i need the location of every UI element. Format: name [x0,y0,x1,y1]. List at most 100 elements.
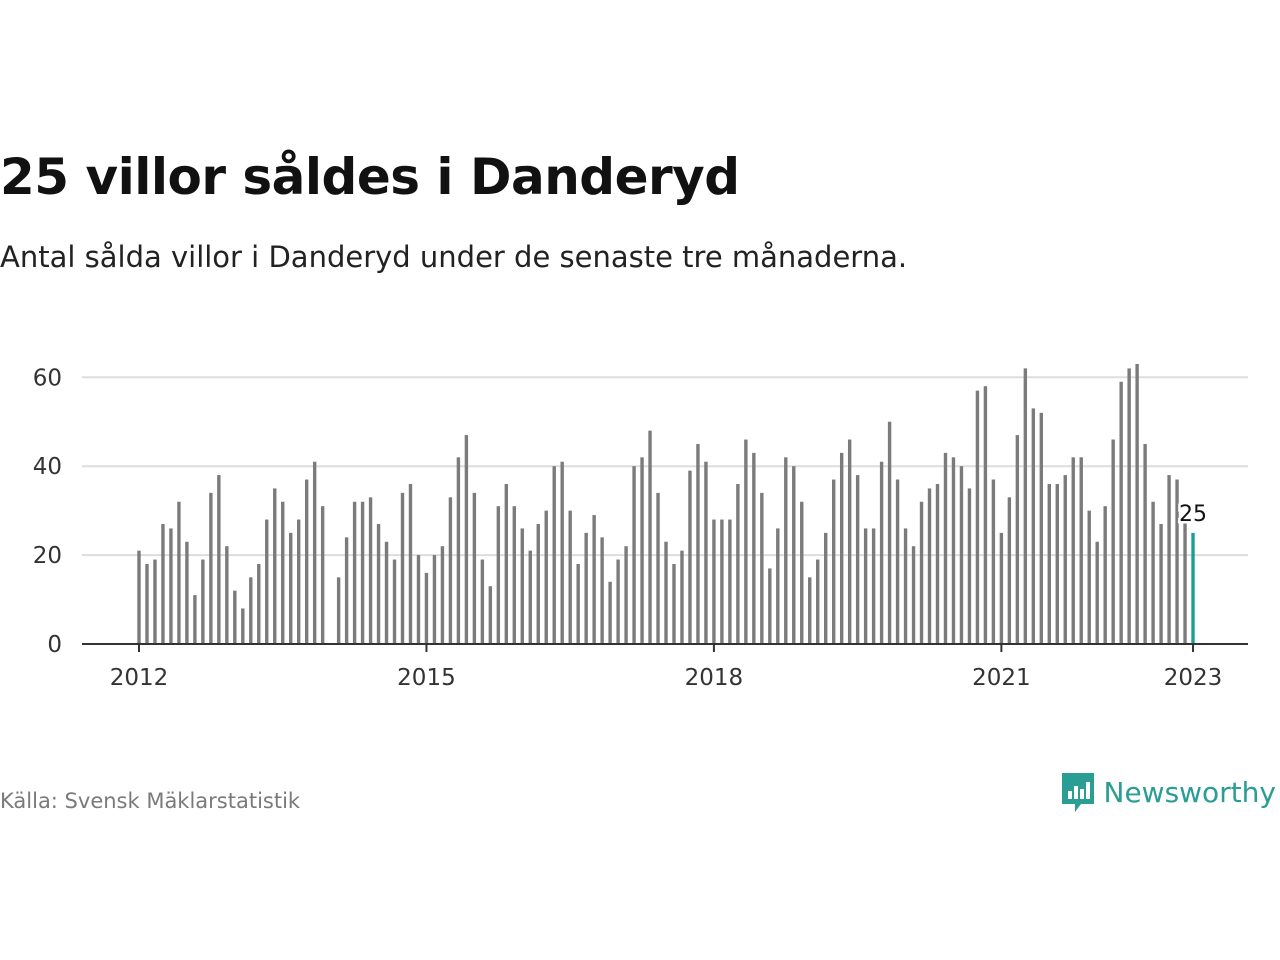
bar [887,421,892,644]
bar [943,452,948,644]
bar [408,483,413,644]
bar [720,519,724,644]
brand-logo[interactable]: Newsworthy [1060,770,1276,814]
bar [600,537,604,644]
bar [177,501,181,644]
x-tick-label: 2023 [1164,665,1223,691]
bar [935,483,940,644]
bar [480,559,485,644]
x-tick-label: 2021 [972,665,1031,691]
bar [832,479,836,644]
bar [1007,497,1012,644]
bar [304,479,309,644]
bar [544,510,548,644]
labels: 0 20 40 60 2012 2015 2018 2021 2023 25 [33,365,1223,691]
bar [472,492,477,644]
bar [744,439,748,644]
bar [297,519,301,644]
chart-title: 25 villor såldes i Danderyd [0,148,740,206]
bar [1031,408,1036,644]
bar [432,555,437,644]
bar [704,461,708,644]
bar [185,541,189,644]
bar [552,466,556,644]
bar [1183,519,1187,644]
bar [1095,541,1099,644]
bar [528,550,532,644]
bar [728,519,732,644]
bar [808,577,812,644]
bar [1127,368,1131,644]
bar [1167,475,1171,644]
bar [680,550,684,644]
x-tick-label: 2015 [397,665,456,691]
bar [975,390,980,644]
bar [1151,501,1155,644]
bar [1023,368,1028,644]
axes [82,643,1248,652]
x-tick-label: 2018 [685,665,744,691]
bar [696,443,700,644]
bars [137,363,1195,645]
bar [464,435,469,644]
bar [392,559,397,644]
chart-bubble-icon [1061,773,1094,812]
y-tick-label: 0 [47,632,62,658]
bar [1047,483,1051,644]
bar [257,563,261,644]
bar-chart: 0 20 40 60 2012 2015 2018 2021 2023 25 [33,363,1248,691]
bar [768,568,772,644]
bar [1135,363,1139,644]
bar [792,466,796,644]
bar [640,457,644,644]
bar [368,497,373,644]
bar [919,501,924,644]
bar [616,559,620,644]
bar-highlight [1191,532,1195,645]
bar [289,532,293,645]
bar [312,461,317,644]
y-tick-label: 40 [33,454,62,480]
bar [225,546,229,644]
bar [209,492,213,644]
bar [1087,510,1091,644]
bar [632,466,636,644]
bar [736,483,740,644]
bar [1071,457,1075,644]
bar [648,430,652,644]
bar [1055,483,1059,644]
bar [999,532,1004,645]
bar [760,492,764,644]
bar [959,466,964,644]
x-tick-label: 2012 [110,665,169,691]
bar [1143,443,1147,644]
bar [384,541,389,644]
bar [784,457,788,644]
bar [584,532,588,645]
bar [1103,506,1107,644]
bar [576,563,580,644]
bar [1079,457,1083,644]
bar [816,559,820,644]
bar [217,475,221,644]
bar [592,515,596,644]
bar [440,546,445,644]
bar [664,541,668,644]
bar [879,461,884,644]
bar [608,581,612,644]
bar [983,386,988,644]
bar [424,572,429,644]
bar [839,452,844,644]
bar [352,501,357,644]
bar [688,470,692,644]
bar [416,555,421,644]
bar [273,488,277,644]
bar [624,546,628,644]
bar [656,492,660,644]
bar [520,528,524,644]
bar [161,523,165,644]
bar [1175,479,1179,644]
bar [153,559,157,644]
bar [448,497,453,644]
bar [360,501,365,644]
